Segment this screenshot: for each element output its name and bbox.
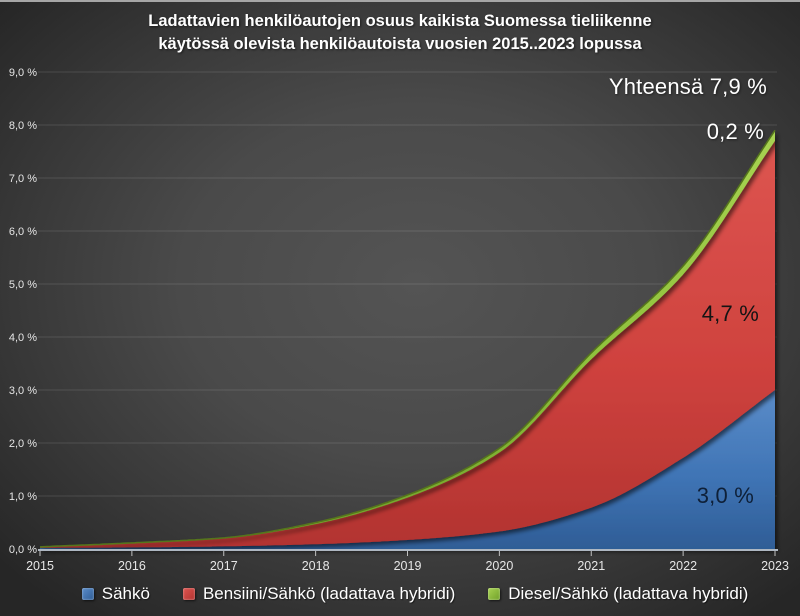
area-electric [40,390,775,549]
y-axis-tick-label: 5,0 % [9,279,37,291]
area-diesel-hybrid [39,129,776,548]
chart-legend: Sähkö Bensiini/Sähkö (ladattava hybridi) D… [30,582,800,606]
y-axis-tick-label: 7,0 % [9,173,37,185]
diesel-hybrid-share-label: 0,2 % [706,119,764,144]
x-axis-tick-label: 2020 [485,559,513,573]
y-axis-tick-label: 3,0 % [9,385,37,397]
area-petrol-hybrid [40,140,775,548]
x-axis-tick-label: 2017 [210,559,238,573]
x-axis-tick-label: 2018 [302,559,330,573]
y-axis-tick-label: 1,0 % [9,491,37,503]
y-axis-tick-label: 0,0 % [9,544,37,556]
electric-share-label: 3,0 % [696,483,754,508]
x-axis-tick-label: 2019 [394,559,422,573]
chart-title-line-2: käytössä olevista henkilöautoista vuosie… [158,35,642,53]
legend-item-label: Diesel/Sähkö (ladattava hybridi) [508,584,749,603]
x-axis-tick-label: 2023 [761,559,789,573]
y-axis-tick-label: 2,0 % [9,438,37,450]
total-share-label: Yhteensä 7,9 % [608,74,767,99]
y-axis-tick-label: 6,0 % [9,226,37,238]
legend-item-label: Sähkö [101,584,150,603]
legend-swatch-icon [182,588,195,600]
window-edge-strip [0,0,800,2]
y-axis-tick-label: 4,0 % [9,332,37,344]
y-axis-tick-label: 9,0 % [9,67,37,79]
legend-item-label: Bensiini/Sähkö (ladattava hybridi) [202,584,456,603]
petrol-hybrid-share-label: 4,7 % [701,301,759,326]
legend-item-0: Sähkö [81,584,150,604]
x-axis-tick-label: 2021 [577,559,605,573]
legend-swatch-icon [81,588,94,600]
chart-title: Ladattavien henkilöautojen osuus kaikist… [0,10,800,56]
legend-swatch-icon [488,588,501,600]
chart-title-line-1: Ladattavien henkilöautojen osuus kaikist… [148,12,652,30]
x-axis-tick-label: 2015 [26,559,54,573]
y-axis-tick-label: 8,0 % [9,120,37,132]
x-axis-tick-label: 2022 [669,559,697,573]
legend-item-1: Bensiini/Sähkö (ladattava hybridi) [182,584,456,604]
x-axis-tick-label: 2016 [118,559,146,573]
legend-item-2: Diesel/Sähkö (ladattava hybridi) [488,584,748,604]
